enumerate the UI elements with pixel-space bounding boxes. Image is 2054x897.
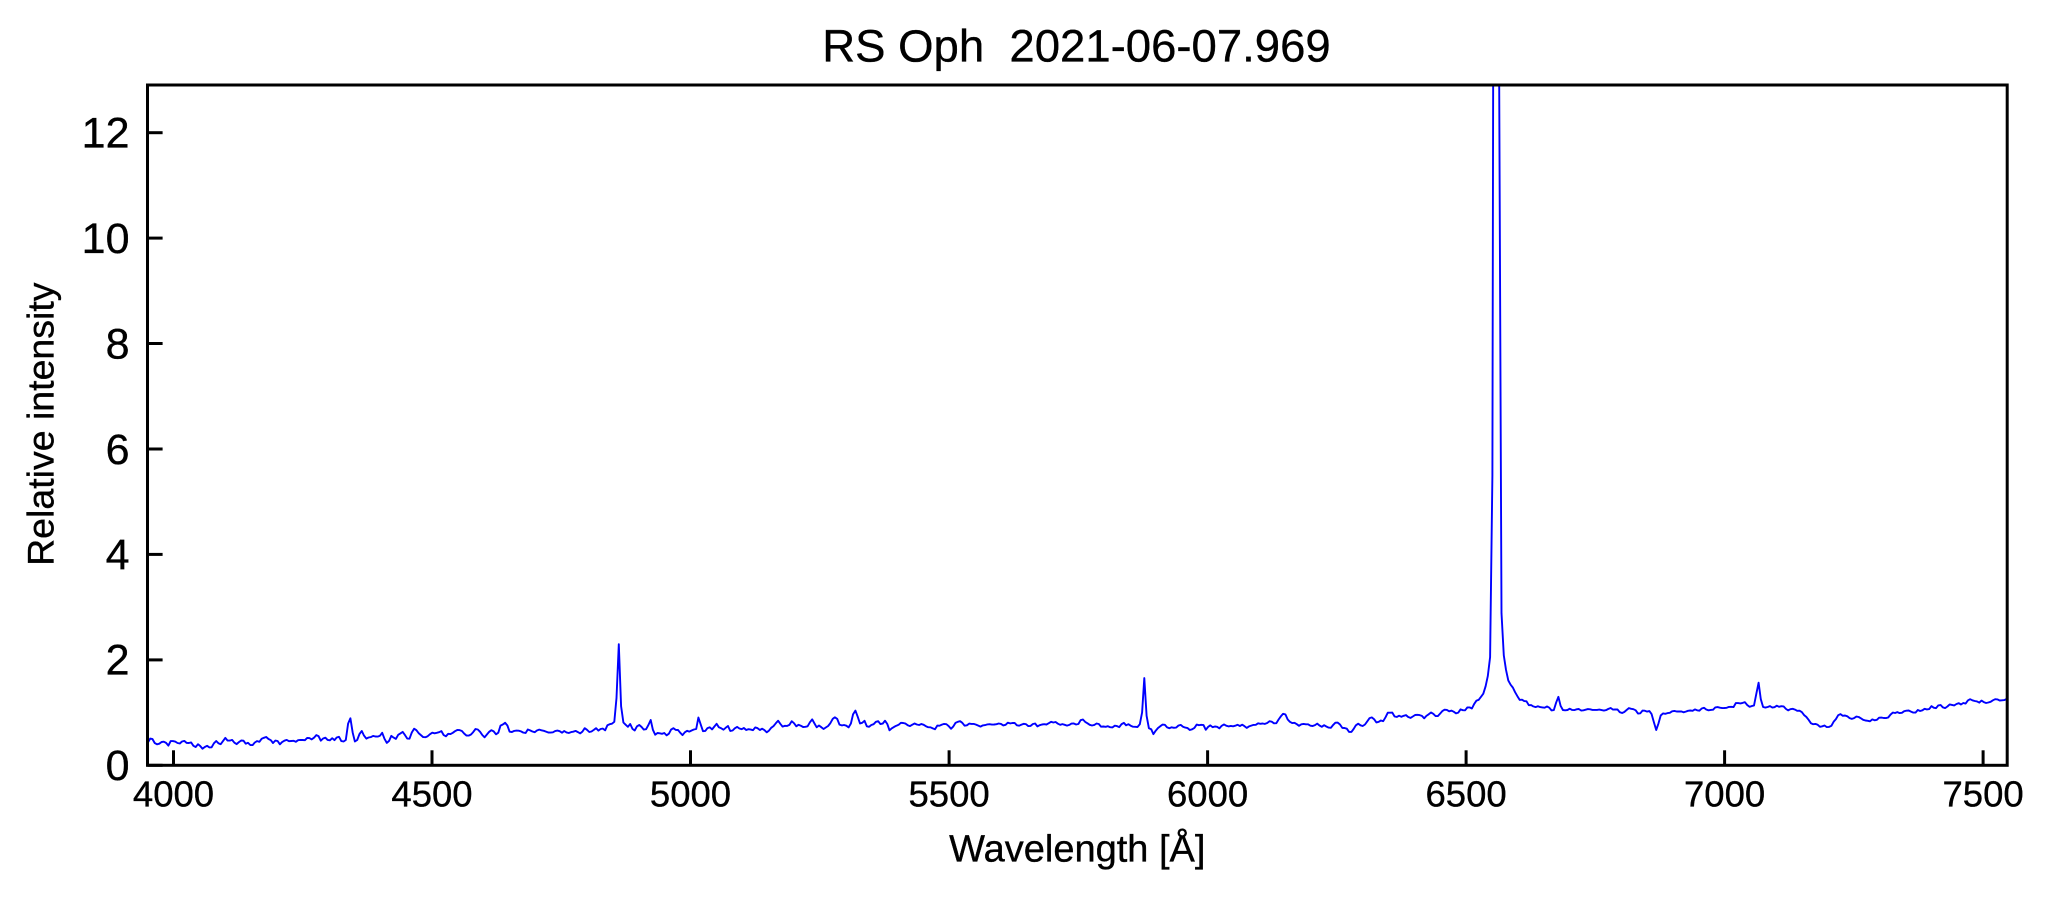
svg-text:7500: 7500 [1942, 774, 2023, 815]
svg-text:4000: 4000 [133, 774, 214, 815]
svg-text:6: 6 [106, 426, 130, 474]
svg-text:5500: 5500 [908, 774, 989, 815]
svg-text:7000: 7000 [1684, 774, 1765, 815]
svg-text:RS Oph 2021-06-07.969: RS Oph 2021-06-07.969 [822, 21, 1330, 72]
svg-text:8: 8 [106, 320, 130, 368]
svg-text:0: 0 [106, 742, 130, 790]
svg-text:Wavelength [Å]: Wavelength [Å] [949, 827, 1205, 871]
svg-text:5000: 5000 [650, 774, 731, 815]
svg-text:Relative intensity: Relative intensity [20, 282, 62, 566]
svg-text:10: 10 [82, 215, 130, 263]
svg-text:4: 4 [106, 531, 130, 579]
svg-text:6000: 6000 [1167, 774, 1248, 815]
svg-text:6500: 6500 [1425, 774, 1506, 815]
svg-text:4500: 4500 [391, 774, 472, 815]
svg-text:2: 2 [106, 637, 130, 685]
svg-text:12: 12 [82, 110, 130, 158]
